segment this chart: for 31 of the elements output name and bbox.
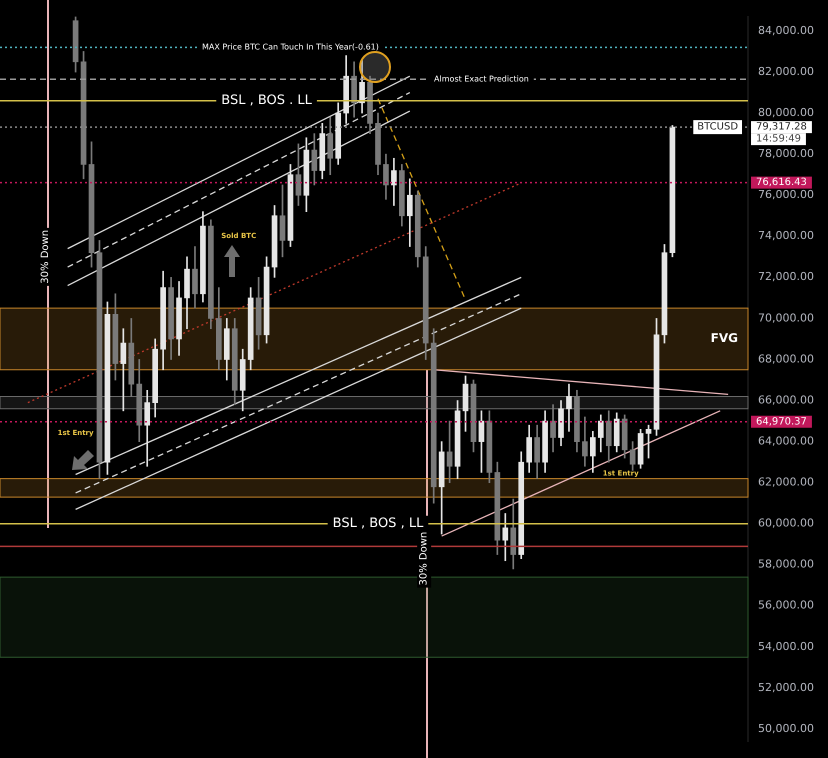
ref-line-label: 64,970.37 <box>756 416 807 428</box>
band-label: FVG <box>710 331 738 346</box>
y-tick-label: 84,000.00 <box>758 24 814 37</box>
annotation: 30% Down <box>418 532 430 586</box>
y-tick-label: 54,000.00 <box>758 640 814 653</box>
y-tick-label: 72,000.00 <box>758 270 814 284</box>
y-tick-label: 68,000.00 <box>758 352 814 366</box>
y-tick-label: 78,000.00 <box>758 147 814 160</box>
y-tick-label: 52,000.00 <box>758 680 814 694</box>
ref-line-label: MAX Price BTC Can Touch In This Year(-0.61) <box>202 42 379 52</box>
y-tick-label: 70,000.00 <box>758 311 814 324</box>
y-tick-label: 62,000.00 <box>758 476 814 489</box>
y-tick-label: 80,000.00 <box>758 106 814 119</box>
y-tick-label: 58,000.00 <box>758 558 814 571</box>
ref-line-label: 79,317.28 <box>756 122 807 133</box>
y-tick-label: 56,000.00 <box>758 598 814 612</box>
y-tick-label: 76,000.00 <box>758 188 814 202</box>
y-tick-label: 60,000.00 <box>758 516 814 530</box>
y-tick-label: 64,000.00 <box>758 434 814 448</box>
annotation: BTCUSD <box>697 122 738 133</box>
ref-line-label: Almost Exact Prediction <box>434 74 529 84</box>
y-tick-label: 82,000.00 <box>758 64 814 78</box>
ref-line-label: 76,616.43 <box>756 177 807 188</box>
ref-line-label: BSL , BOS . LL <box>221 93 313 108</box>
text: 14:59:49 <box>756 134 801 145</box>
candlestick <box>646 424 652 458</box>
y-tick-label: 74,000.00 <box>758 229 814 242</box>
y-tick-label: 66,000.00 <box>758 393 814 406</box>
annotation: 30% Down <box>40 230 51 284</box>
ref-line-label: BSL , BOS , LL <box>332 516 424 532</box>
y-tick-label: 50,000.00 <box>758 722 814 735</box>
